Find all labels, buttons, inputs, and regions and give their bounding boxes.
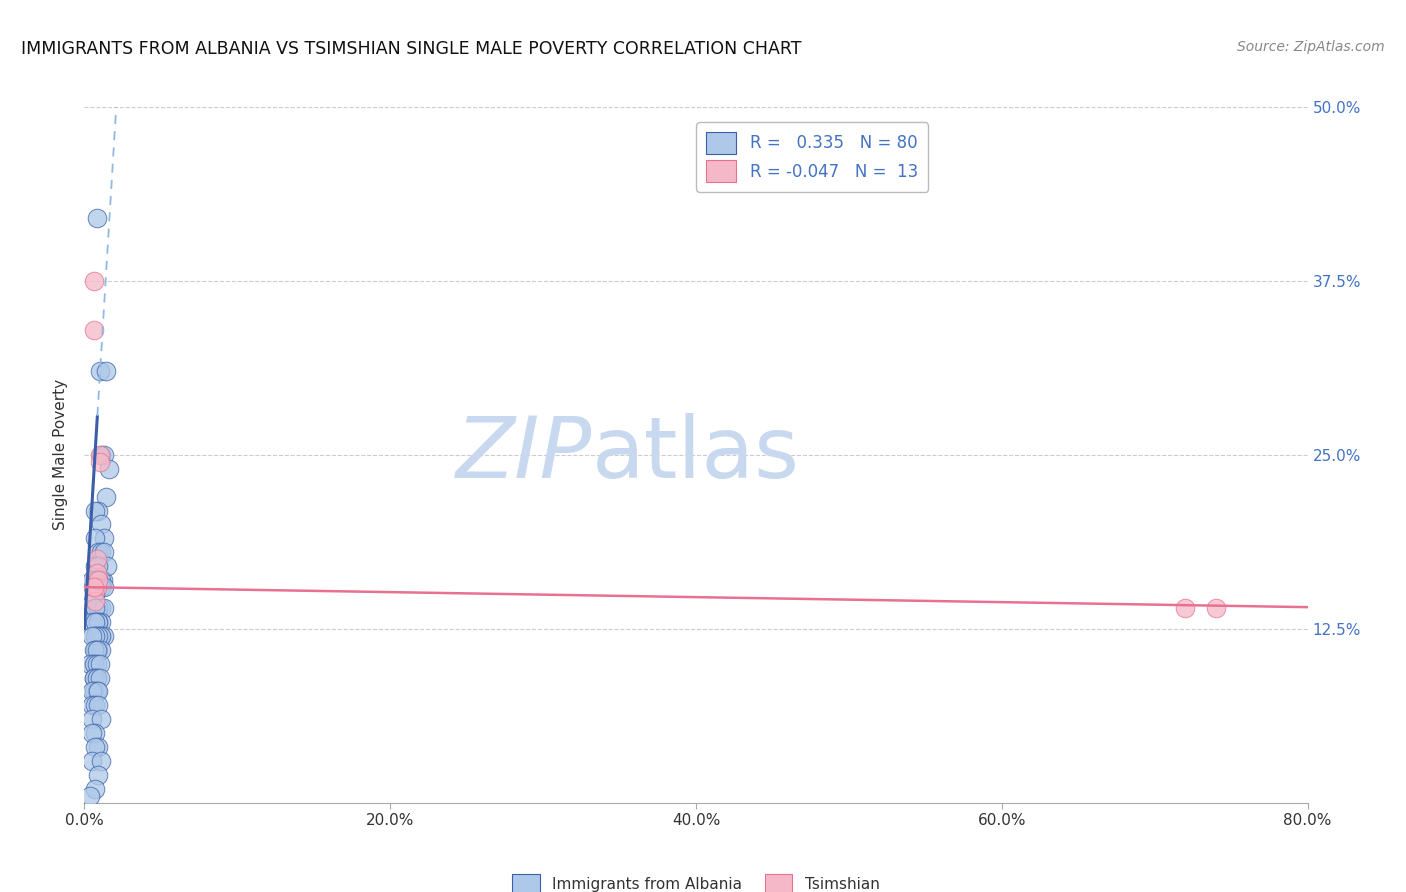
Point (86, 552, 108, 566)
Point (94, 490, 117, 504)
Point (87, 601, 110, 615)
Point (87, 503, 110, 517)
Point (83, 642, 105, 657)
Point (96, 559, 118, 574)
Point (90, 517, 112, 532)
Point (84, 580, 107, 594)
Point (80, 698, 103, 713)
Point (87, 698, 110, 713)
Point (80, 615, 103, 629)
Point (86, 566, 108, 581)
Point (83, 671, 105, 685)
Point (84, 726, 107, 740)
Point (1205, 601, 1227, 615)
Point (80, 629, 103, 643)
Point (84, 559, 107, 574)
Text: IMMIGRANTS FROM ALBANIA VS TSIMSHIAN SINGLE MALE POVERTY CORRELATION CHART: IMMIGRANTS FROM ALBANIA VS TSIMSHIAN SIN… (21, 40, 801, 58)
Point (87, 573, 110, 587)
Point (80, 684, 103, 698)
Text: atlas: atlas (592, 413, 800, 497)
Point (90, 629, 112, 643)
Point (84, 615, 107, 629)
Point (84, 629, 107, 643)
Point (87, 573, 110, 587)
Point (79, 657, 101, 671)
Point (83, 657, 105, 671)
Point (87, 559, 110, 574)
Point (86, 671, 108, 685)
Point (90, 629, 112, 643)
Point (89, 671, 111, 685)
Point (90, 712, 112, 726)
Point (89, 448, 111, 462)
Point (80, 754, 103, 768)
Point (93, 545, 115, 559)
Point (90, 580, 112, 594)
Point (87, 768, 110, 782)
Point (84, 698, 107, 713)
Point (84, 587, 107, 601)
Point (90, 545, 112, 559)
Point (90, 615, 112, 629)
Point (93, 532, 115, 546)
Point (84, 781, 107, 796)
Point (87, 740, 110, 755)
Point (84, 503, 107, 517)
Y-axis label: Single Male Poverty: Single Male Poverty (53, 379, 69, 531)
Point (86, 657, 108, 671)
Point (91, 573, 114, 587)
Point (84, 532, 107, 546)
Point (90, 448, 112, 462)
Point (86, 684, 108, 698)
Point (87, 629, 110, 643)
Point (87, 545, 110, 559)
Text: Source: ZipAtlas.com: Source: ZipAtlas.com (1237, 40, 1385, 54)
Point (89, 455, 111, 469)
Point (93, 448, 115, 462)
Point (87, 601, 110, 615)
Point (84, 594, 107, 608)
Point (89, 657, 111, 671)
Point (80, 726, 103, 740)
Text: ZIP: ZIP (456, 413, 592, 497)
Point (80, 587, 103, 601)
Point (80, 712, 103, 726)
Point (84, 601, 107, 615)
Point (84, 629, 107, 643)
Point (83, 580, 105, 594)
Point (84, 615, 107, 629)
Point (83, 657, 105, 671)
Point (89, 364, 111, 378)
Point (87, 684, 110, 698)
Point (83, 684, 105, 698)
Point (87, 629, 110, 643)
Point (93, 580, 115, 594)
Point (86, 211, 108, 226)
Point (84, 740, 107, 755)
Point (97, 462, 120, 476)
Point (90, 754, 112, 768)
Point (84, 642, 107, 657)
Point (83, 671, 105, 685)
Point (80, 573, 103, 587)
Point (90, 573, 112, 587)
Point (86, 642, 108, 657)
Point (87, 615, 110, 629)
Point (79, 789, 101, 803)
Point (84, 601, 107, 615)
Point (86, 671, 108, 685)
Point (83, 323, 105, 337)
Point (87, 642, 110, 657)
Point (83, 274, 105, 288)
Point (94, 364, 117, 378)
Point (86, 580, 108, 594)
Point (84, 573, 107, 587)
Point (93, 601, 115, 615)
Point (87, 615, 110, 629)
Point (90, 642, 112, 657)
Point (1174, 601, 1197, 615)
Legend: Immigrants from Albania, Tsimshian: Immigrants from Albania, Tsimshian (505, 866, 887, 892)
Point (90, 601, 112, 615)
Point (93, 629, 115, 643)
